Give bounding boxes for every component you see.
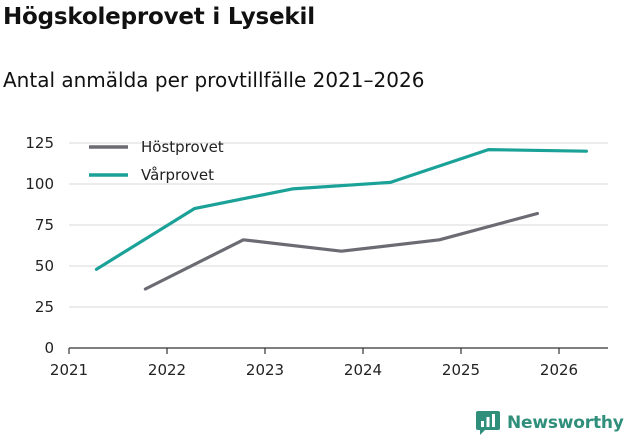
x-tick-label: 2025 [442,361,480,379]
y-tick-label: 0 [44,339,54,357]
legend-label: Vårprovet [141,166,214,184]
y-tick-label: 75 [35,216,54,234]
x-tick-label: 2021 [50,361,88,379]
y-tick-label: 50 [35,257,54,275]
y-tick-label: 25 [35,298,54,316]
x-tick-label: 2024 [344,361,382,379]
y-tick-label: 125 [25,134,54,152]
y-tick-label: 100 [25,175,54,193]
legend-label: Höstprovet [141,138,224,156]
chart-title: Högskoleprovet i Lysekil [3,4,315,30]
chart-subtitle: Antal anmälda per provtillfälle 2021–202… [3,68,425,92]
newsworthy-logo-icon [476,411,500,435]
series-line-hostprovet [143,211,540,291]
x-tick-label: 2023 [246,361,284,379]
x-tick-label: 2022 [148,361,186,379]
series-line-varprovet [94,148,589,271]
brand-name: Newsworthy [507,413,624,433]
brand-logo: Newsworthy [476,408,624,438]
x-tick-label: 2026 [540,361,578,379]
